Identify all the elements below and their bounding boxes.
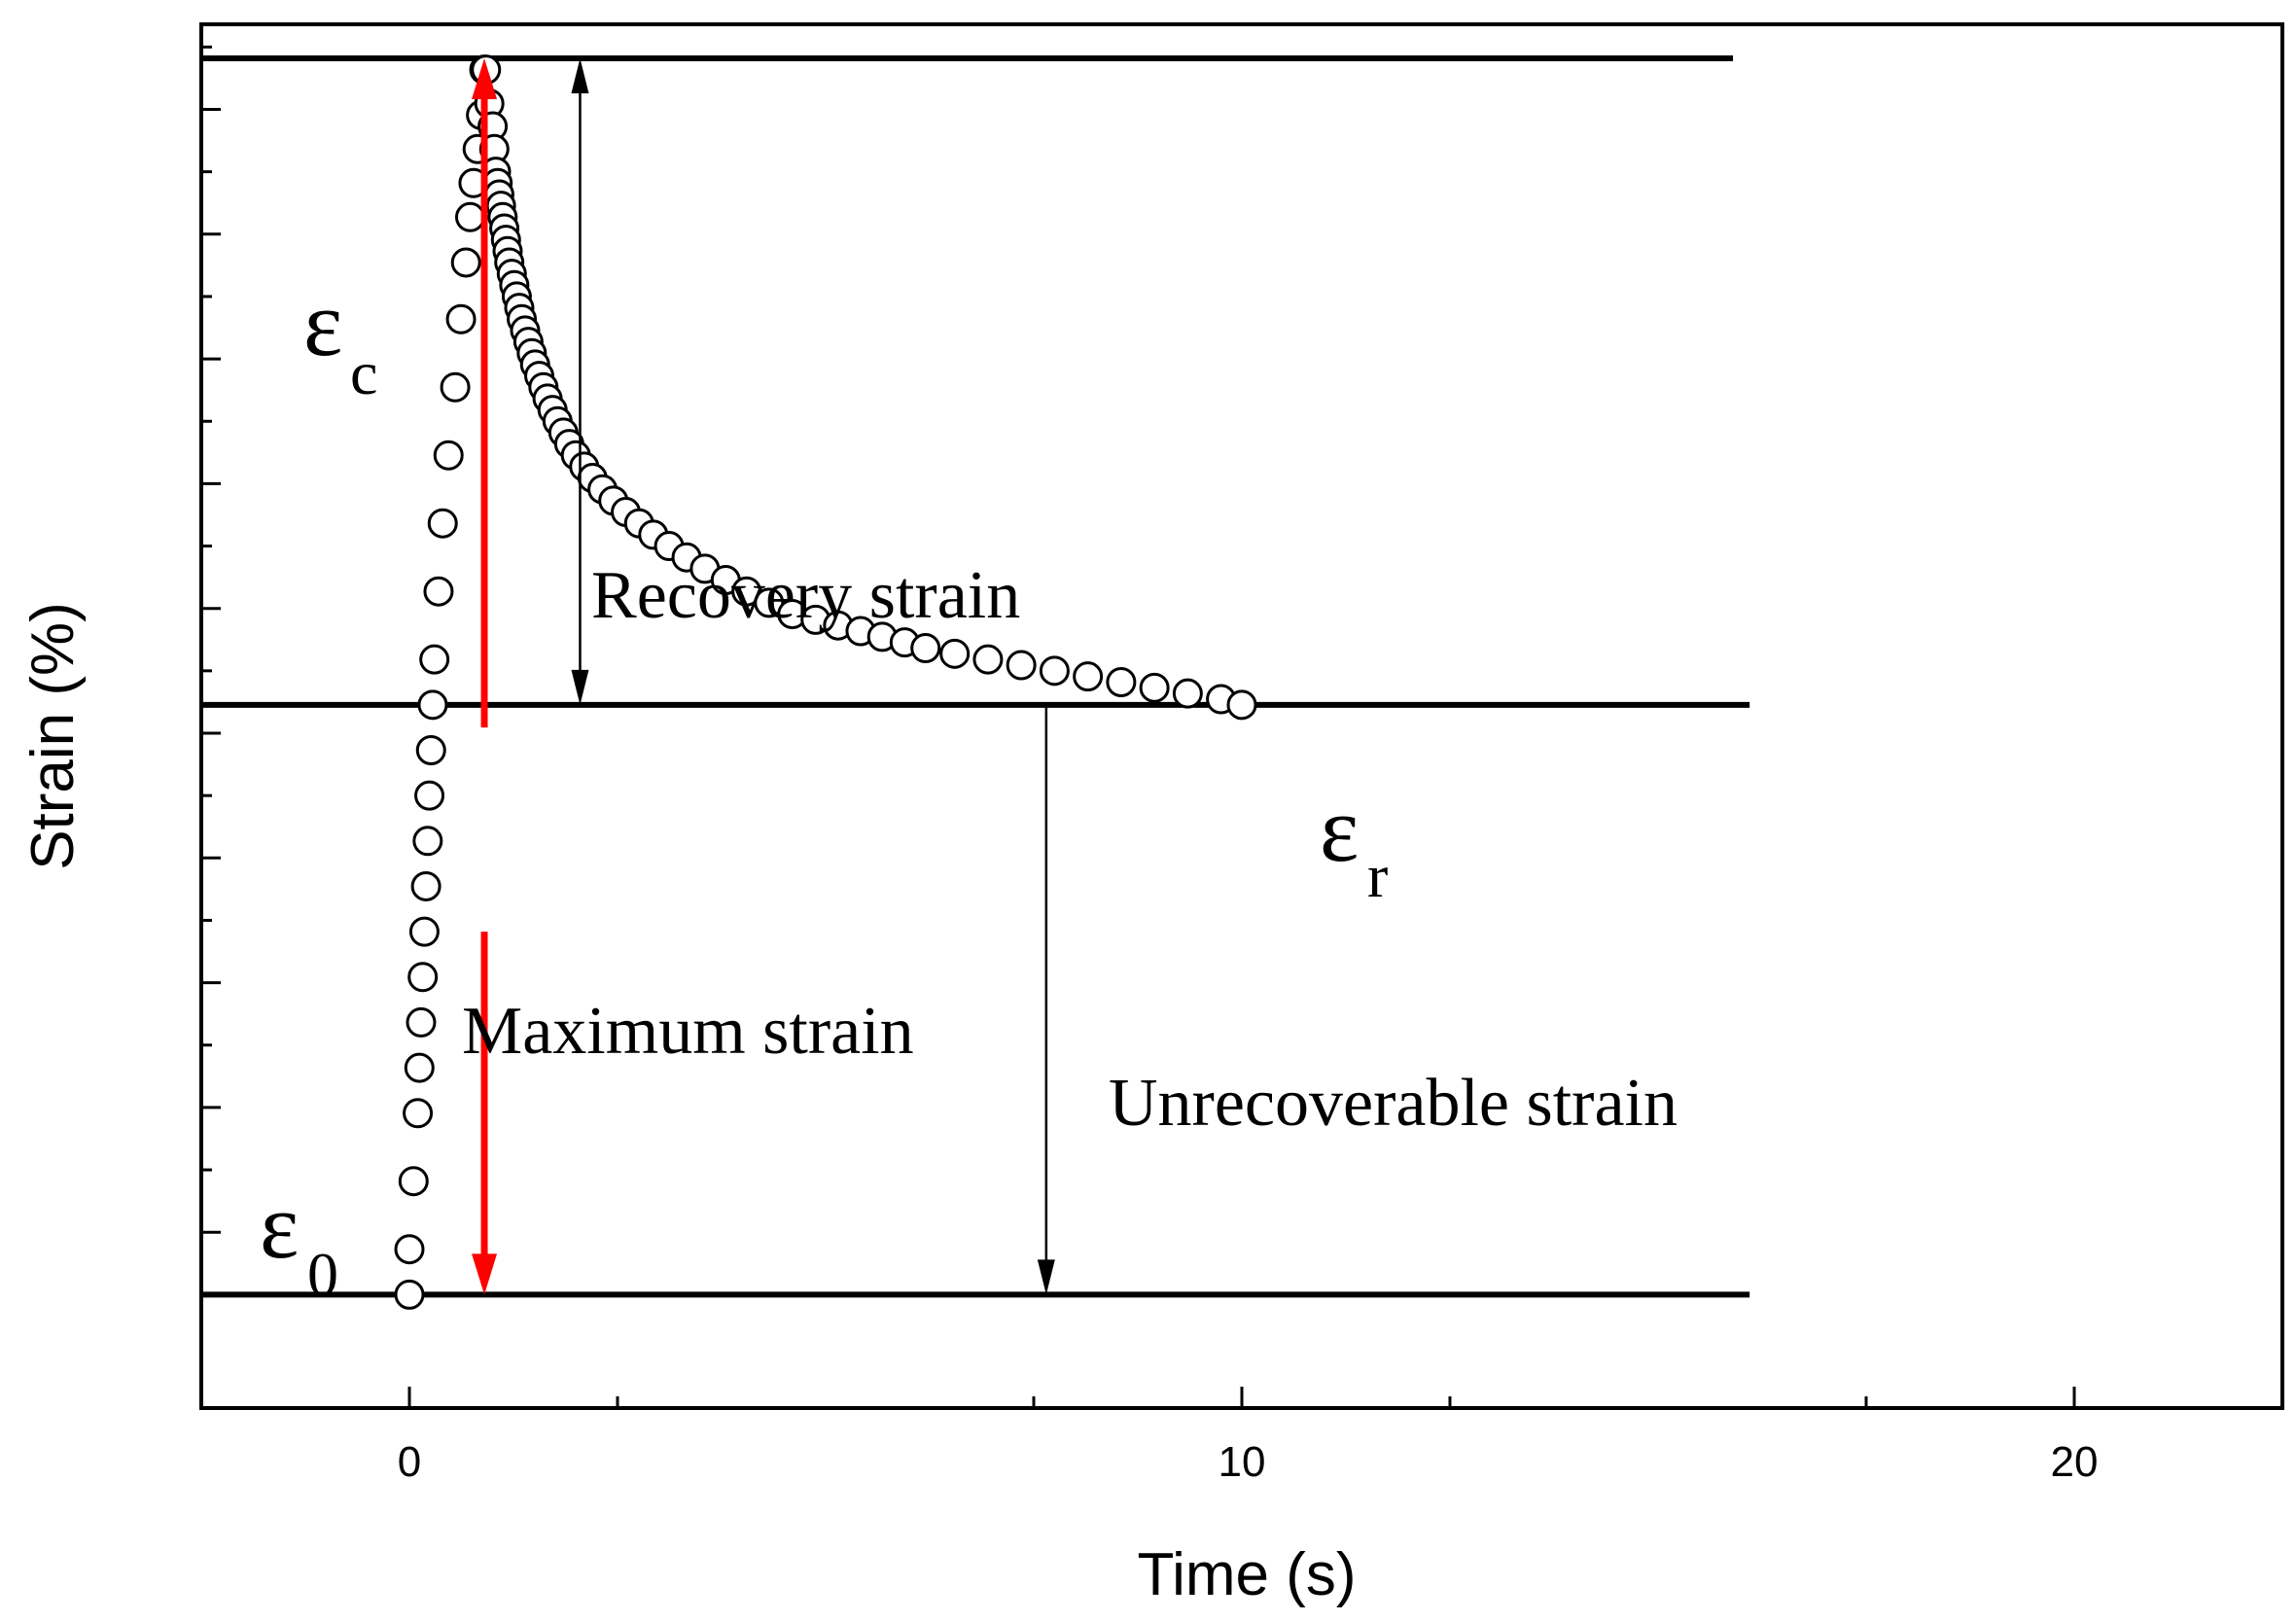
data-point — [1139, 672, 1170, 703]
data-point — [1039, 655, 1070, 687]
data-point — [419, 644, 450, 675]
unrecoverable-strain-arrow — [1037, 704, 1055, 1295]
maximum-strain-arrow — [472, 57, 498, 1295]
strain-arrows — [472, 57, 1055, 1295]
data-point — [972, 644, 1004, 675]
epsilon-0-subscript: 0 — [307, 1240, 338, 1309]
data-point — [394, 1234, 425, 1265]
epsilon-r-subscript: r — [1367, 841, 1388, 910]
data-point — [394, 1279, 425, 1310]
maximum-strain-label: Maximum strain — [462, 994, 914, 1069]
epsilon-0-symbol: ε — [260, 1174, 299, 1278]
x-tick-label: 0 — [398, 1438, 421, 1486]
data-point — [910, 633, 941, 664]
data-point — [433, 440, 464, 471]
data-point — [1006, 650, 1037, 681]
data-point — [939, 638, 971, 669]
data-point — [398, 1166, 429, 1197]
recovery-strain-label: Recovery strain — [591, 558, 1020, 633]
data-point — [440, 371, 471, 403]
data-points — [394, 54, 1257, 1310]
data-point — [406, 1006, 437, 1038]
data-point — [407, 962, 439, 993]
data-point — [415, 734, 446, 765]
data-point — [445, 303, 477, 335]
arrow-head-up — [472, 57, 498, 99]
data-point — [404, 1052, 435, 1083]
epsilon-c-subscript: c — [350, 338, 377, 407]
data-point — [1106, 667, 1137, 698]
data-point — [1172, 678, 1203, 709]
arrow-head-down — [1037, 1259, 1055, 1295]
data-point — [412, 826, 443, 857]
epsilon-r-symbol: ε — [1320, 777, 1359, 881]
data-point — [417, 689, 448, 721]
arrow-head-up — [571, 57, 589, 93]
epsilon-0-label: ε 0 — [260, 1174, 338, 1309]
unrecoverable-strain-label: Unrecoverable strain — [1109, 1066, 1678, 1141]
y-axis-label: Strain (%) — [19, 602, 87, 870]
epsilon-c-symbol: ε — [303, 271, 342, 375]
data-point — [423, 576, 454, 607]
axis-ticks: 0 10 20 — [201, 45, 2099, 1486]
x-axis-label: Time (s) — [1138, 1541, 1357, 1608]
data-point — [1073, 661, 1104, 692]
epsilon-r-label: ε r — [1320, 777, 1388, 910]
reference-lines — [201, 54, 1750, 1298]
epsilon-c-label: ε c — [303, 271, 377, 407]
data-point — [408, 916, 440, 947]
arrow-head-down — [472, 1253, 498, 1295]
data-point — [410, 870, 442, 901]
x-tick-label: 20 — [2051, 1438, 2099, 1486]
recovery-strain-arrow — [571, 57, 589, 705]
data-point — [454, 201, 485, 232]
arrow-head-down — [571, 669, 589, 705]
data-point — [450, 247, 481, 278]
data-point — [414, 780, 445, 811]
data-point — [403, 1098, 434, 1129]
data-point — [427, 508, 458, 539]
x-tick-label: 10 — [1219, 1438, 1266, 1486]
data-point — [1226, 689, 1257, 721]
